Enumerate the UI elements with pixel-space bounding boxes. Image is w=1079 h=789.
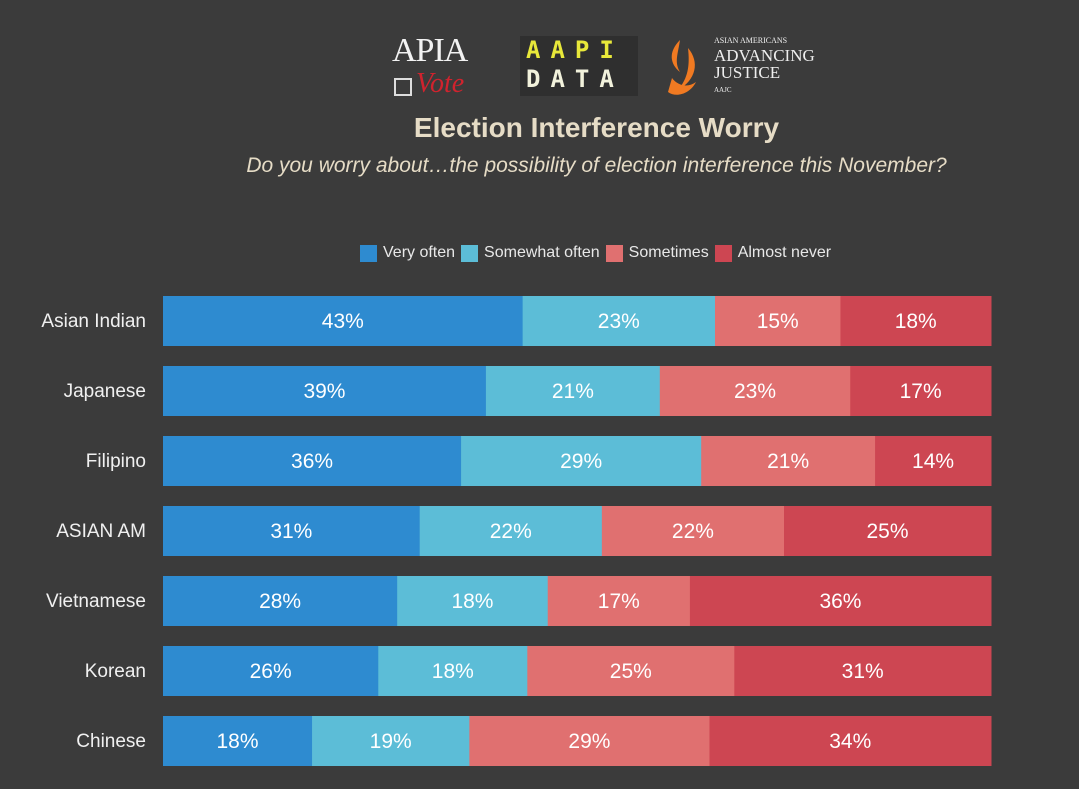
bar-segment (522, 296, 716, 346)
bar-segment (527, 646, 735, 696)
aajc-justice: JUSTICE (714, 63, 781, 82)
data-label: 31% (842, 660, 884, 683)
data-label: 25% (610, 660, 652, 683)
data-label: 39% (303, 380, 345, 403)
data-label: 36% (819, 590, 861, 613)
bar-segment (397, 576, 549, 626)
data-label: 28% (259, 590, 301, 613)
bar-segment (485, 366, 661, 416)
category-label: Korean (85, 661, 146, 682)
category-label: Vietnamese (46, 591, 146, 612)
flame-icon (668, 40, 696, 95)
data-label: 17% (900, 380, 942, 403)
bar-segment (701, 436, 876, 486)
aajc-main-text: ADVANCING JUSTICE (714, 47, 815, 81)
apia-vote-logo: APIA Vote (390, 34, 500, 100)
bar-segment (734, 646, 992, 696)
legend-swatch (714, 244, 732, 262)
data-label: 43% (322, 310, 364, 333)
data-label: 26% (250, 660, 292, 683)
bar-segment (163, 296, 524, 346)
bar-segment (689, 576, 992, 626)
data-label: 21% (767, 450, 809, 473)
aapi-logo-text: AAPI (526, 36, 624, 64)
legend: Very often Somewhat often Sometimes Almo… (360, 244, 837, 262)
legend-item-somewhat-often: Somewhat often (461, 244, 600, 262)
data-label: 25% (866, 520, 908, 543)
category-label: Japanese (64, 381, 146, 402)
legend-label: Almost never (737, 244, 832, 261)
bar-segment (840, 296, 992, 346)
legend-item-sometimes: Sometimes (605, 244, 709, 262)
bar-segment (163, 366, 487, 416)
data-label: 23% (598, 310, 640, 333)
legend-swatch (360, 244, 377, 262)
aajc-tag: AAJC (714, 86, 732, 94)
data-label: 29% (560, 450, 602, 473)
category-label: Asian Indian (41, 311, 146, 332)
data-label: 18% (451, 590, 493, 613)
legend-label: Sometimes (628, 244, 709, 261)
bar-segment (850, 366, 992, 416)
bar-segment (312, 716, 470, 766)
legend-swatch (605, 244, 623, 262)
bar-segment (163, 436, 462, 486)
category-label: Chinese (76, 731, 146, 752)
bar-segment (163, 716, 313, 766)
data-label: 31% (270, 520, 312, 543)
data-label: 19% (370, 730, 412, 753)
checkbox-icon (394, 78, 412, 96)
data-label: 18% (895, 310, 937, 333)
bar-segment (461, 436, 702, 486)
category-label: Filipino (86, 451, 146, 472)
bar-segment (378, 646, 528, 696)
data-label: 22% (672, 520, 714, 543)
bar-segment (659, 366, 851, 416)
vote-logo-text: Vote (416, 68, 465, 99)
bar-segment (709, 716, 992, 766)
aapi-data-logo: AAPI DATA (520, 36, 638, 96)
apia-logo-text: APIA (392, 32, 468, 69)
chart-subtitle: Do you worry about…the possibility of el… (246, 154, 947, 177)
legend-label: Very often (383, 244, 456, 261)
data-label: 36% (291, 450, 333, 473)
bar-segment (715, 296, 841, 346)
aajc-logo: ASIAN AMERICANS ADVANCING JUSTICE AAJC (666, 36, 846, 100)
data-label: 29% (568, 730, 610, 753)
bar-segment (875, 436, 992, 486)
data-label: 23% (734, 380, 776, 403)
data-label: 21% (552, 380, 594, 403)
bar-segment (469, 716, 710, 766)
bar-segment (163, 646, 379, 696)
bar-segment (784, 506, 992, 556)
aajc-small-text: ASIAN AMERICANS (714, 36, 788, 45)
legend-item-very-often: Very often (360, 244, 455, 262)
legend-item-almost-never: Almost never (714, 244, 832, 262)
legend-label: Somewhat often (484, 244, 600, 261)
legend-swatch (461, 244, 479, 262)
data-label: 17% (598, 590, 640, 613)
logos: APIA Vote AAPI DATA ASIAN AMERICANS ADVA… (390, 34, 840, 104)
aajc-advancing: ADVANCING (714, 46, 815, 65)
data-label: 18% (217, 730, 259, 753)
bar-segment (601, 506, 785, 556)
bar-segment (419, 506, 603, 556)
data-logo-text: DATA (526, 65, 624, 93)
chart-title: Election Interference Worry (413, 112, 780, 143)
data-label: 14% (912, 450, 954, 473)
data-label: 22% (490, 520, 532, 543)
data-label: 34% (829, 730, 871, 753)
data-label: 18% (432, 660, 474, 683)
bar-segment (163, 576, 398, 626)
bar-segment (547, 576, 691, 626)
bar-segment (163, 506, 421, 556)
category-label: ASIAN AM (56, 521, 146, 542)
data-label: 15% (757, 310, 799, 333)
